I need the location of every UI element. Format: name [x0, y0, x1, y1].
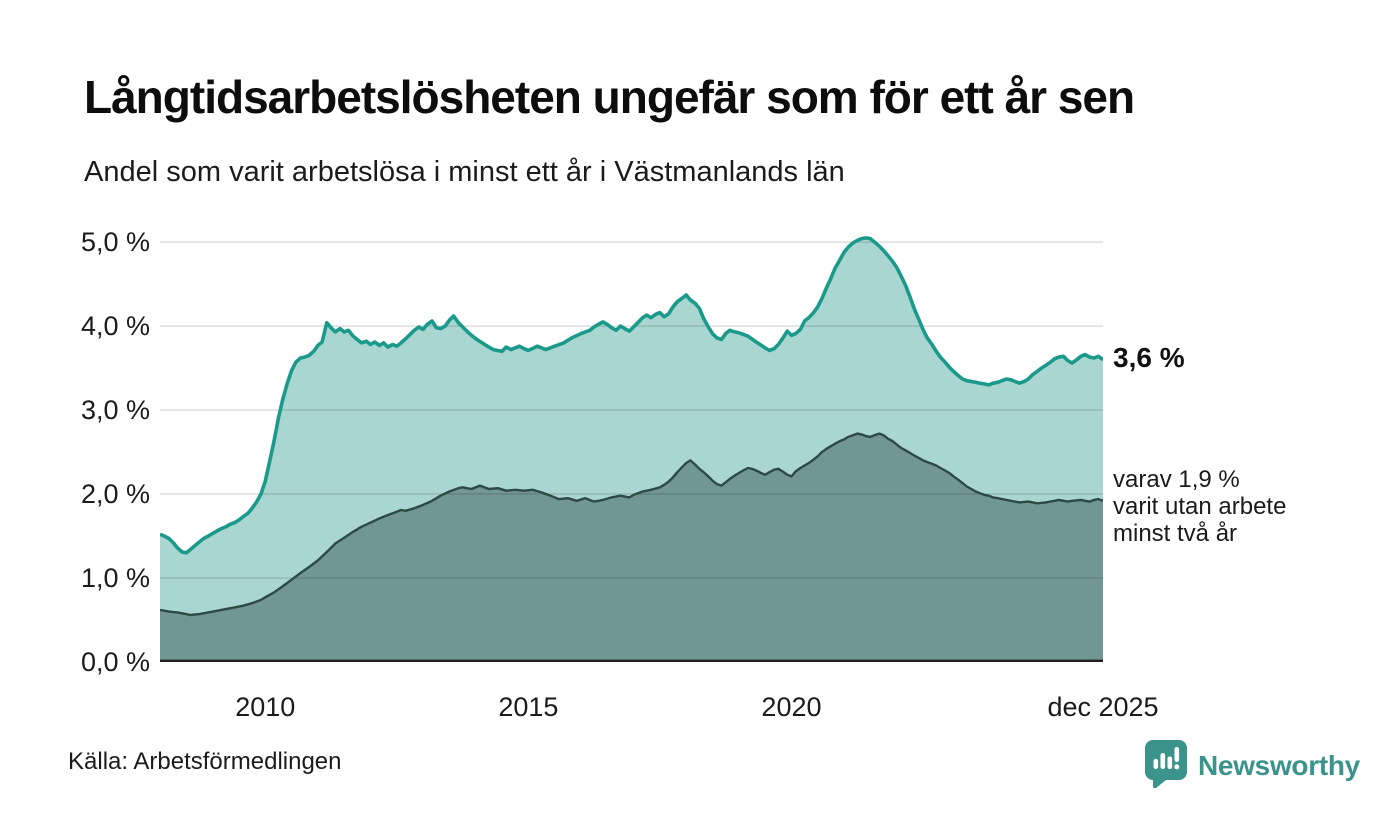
page-title: Långtidsarbetslösheten ungefär som för e…: [84, 71, 1135, 123]
y-axis-label: 2,0 %: [80, 479, 150, 510]
newsworthy-logo-icon: [1143, 738, 1189, 793]
annotation-secondary: varav 1,9 % varit utan arbete minst två …: [1113, 466, 1286, 547]
series-line-0: [160, 236, 1103, 555]
logo-exclamation-dot: [1174, 764, 1180, 770]
y-axis-label: 1,0 %: [80, 563, 150, 594]
logo-bar-2: [1160, 753, 1166, 769]
series-line-1: [160, 432, 1103, 617]
x-axis-label: dec 2025: [1047, 692, 1159, 722]
source-text: Källa: Arbetsförmedlingen: [68, 748, 342, 775]
annotation-secondary-line: varit utan arbete: [1113, 493, 1287, 521]
x-axis-label: 2020: [761, 692, 822, 722]
x-axis-label: 2015: [498, 692, 559, 722]
logo-bar-3: [1167, 756, 1173, 769]
newsworthy-logo-text: Newsworthy: [1198, 749, 1360, 781]
y-axis-label: 0,0 %: [80, 647, 150, 677]
logo-exclamation-bar: [1174, 747, 1180, 762]
x-axis-label: 2010: [235, 692, 296, 722]
page-subtitle: Andel som varit arbetslösa i minst ett å…: [84, 156, 845, 188]
logo-bubble: [1145, 740, 1187, 789]
y-axis-label: 5,0 %: [80, 227, 150, 258]
newsworthy-logo: Newsworthy: [1143, 738, 1360, 793]
logo-bar-1: [1153, 759, 1159, 769]
annotation-secondary-line: minst två år: [1113, 520, 1238, 548]
y-axis-label: 3,0 %: [80, 395, 150, 426]
annotation-latest-value: 3,6 %: [1113, 341, 1185, 373]
chart-svg: [160, 236, 1103, 662]
annotation-secondary-line: varav 1,9 %: [1113, 466, 1240, 494]
y-axis-label: 4,0 %: [80, 311, 150, 342]
series-area-1: [160, 433, 1103, 662]
